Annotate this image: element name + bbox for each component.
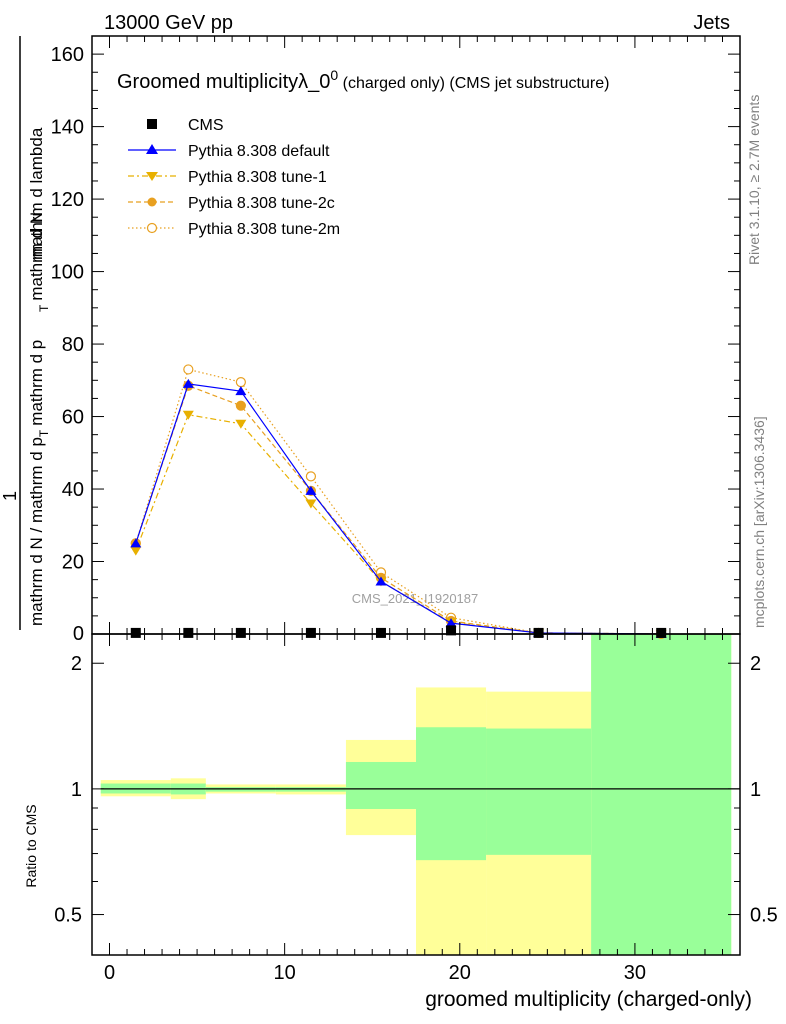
ratio-panel	[100, 634, 740, 955]
ylabel-top: mathrm d lambda	[27, 127, 46, 260]
legend-entry-default: Pythia 8.308 default	[128, 143, 330, 160]
series-1-point-0	[130, 538, 142, 548]
legend-label-tune2c: Pythia 8.308 tune-2c	[188, 195, 335, 212]
cms-point-6	[533, 627, 544, 638]
series-line-1	[135, 383, 662, 635]
series-2-point-1	[182, 410, 194, 420]
y-tick-label: 80	[62, 334, 84, 356]
main-panel	[130, 364, 667, 640]
ratio-y-tick-label-right: 1	[750, 779, 761, 801]
ratio-y-tick-label: 1	[71, 779, 82, 801]
ratio-frame	[91, 633, 741, 956]
legend-label-tune2m: Pythia 8.308 tune-2m	[188, 221, 340, 238]
ratio-y-tick-label: 0.5	[54, 905, 82, 927]
series-line-4	[135, 368, 662, 635]
ylabel-right-part: Tmathrm d N	[27, 212, 51, 312]
x-tick-label: 30	[624, 962, 646, 984]
ratio-band-inner-5	[416, 727, 487, 861]
ratio-y-tick-label-right: 0.5	[750, 905, 778, 927]
y-tick-label: 100	[51, 262, 84, 284]
rivet-label: Rivet 3.1.10, ≥ 2.7M events	[746, 95, 762, 265]
y-tick-label: 40	[62, 479, 84, 501]
legend-entry-tune1: Pythia 8.308 tune-1	[128, 169, 327, 186]
series-2-point-2	[235, 419, 247, 429]
series-1-point-3	[305, 485, 317, 495]
ratio-band-inner-4	[345, 761, 416, 810]
ratio-y-axis-label: Ratio to CMS	[23, 804, 39, 887]
cms-point-1	[183, 627, 194, 638]
legend-entry-tune2c: Pythia 8.308 tune-2c	[128, 195, 335, 212]
legend-label-tune1: Pythia 8.308 tune-1	[188, 169, 327, 186]
ratio-band-inner-6	[486, 728, 592, 855]
y-tick-label: 140	[51, 117, 84, 139]
legend-label-cms: CMS	[188, 117, 224, 134]
x-axis-label: groomed multiplicity (charged-only)	[425, 988, 752, 1011]
legend-entry-tune2m: Pythia 8.308 tune-2m	[128, 221, 340, 238]
y-tick-label: 160	[51, 44, 84, 66]
legend: CMS Pythia 8.308 default Pythia 8.308 tu…	[128, 117, 340, 238]
cms-point-0	[130, 627, 141, 638]
plot-title: Groomed multiplicityλ_00 (charged only) …	[117, 67, 609, 93]
main-y-axis-label: 1 mathrm d N / mathrm d pTmathrm d p Tma…	[0, 36, 51, 630]
energy-label: 13000 GeV pp	[104, 12, 233, 34]
x-tick-label: 0	[104, 962, 115, 984]
series-4-point-3	[305, 471, 317, 482]
ylabel-denominator: mathrm d N / mathrm d pTmathrm d p	[27, 340, 51, 626]
cms-point-4	[375, 627, 386, 638]
y-tick-label: 20	[62, 552, 84, 574]
axes: 20 40 60 80 100 120 140 160 0 0 10 20 30 0.5 0.5 1 1 2 2	[51, 35, 778, 984]
cms-point-7	[656, 627, 667, 638]
ylabel-numerator: 1	[0, 491, 20, 501]
series-3-point-2	[235, 400, 246, 411]
series-2-point-0	[130, 546, 142, 556]
series-4-point-2	[235, 377, 246, 388]
ratio-y-tick-label: 2	[71, 653, 82, 675]
series-2-point-3	[305, 499, 317, 509]
series-1-point-5	[445, 618, 457, 628]
series-4-point-1	[183, 364, 194, 375]
y-tick-label-zero: 0	[73, 623, 84, 645]
legend-label-default: Pythia 8.308 default	[188, 143, 330, 160]
x-tick-label: 10	[274, 962, 296, 984]
cms-point-5	[446, 625, 457, 636]
process-label: Jets	[693, 12, 730, 34]
series-1-point-1	[182, 378, 194, 388]
legend-entry-cms: CMS	[147, 117, 224, 134]
series-1-point-2	[235, 386, 247, 396]
x-tick-label: 20	[449, 962, 471, 984]
y-tick-label: 60	[62, 407, 84, 429]
ratio-band-inner-7	[591, 634, 732, 955]
cms-point-2	[235, 627, 246, 638]
series-1-point-4	[375, 576, 387, 586]
mcplots-label: mcplots.cern.ch [arXiv:1306.3436]	[751, 416, 767, 628]
y-tick-label: 120	[51, 189, 84, 211]
ratio-y-tick-label-right: 2	[750, 653, 761, 675]
cms-point-3	[305, 627, 316, 638]
